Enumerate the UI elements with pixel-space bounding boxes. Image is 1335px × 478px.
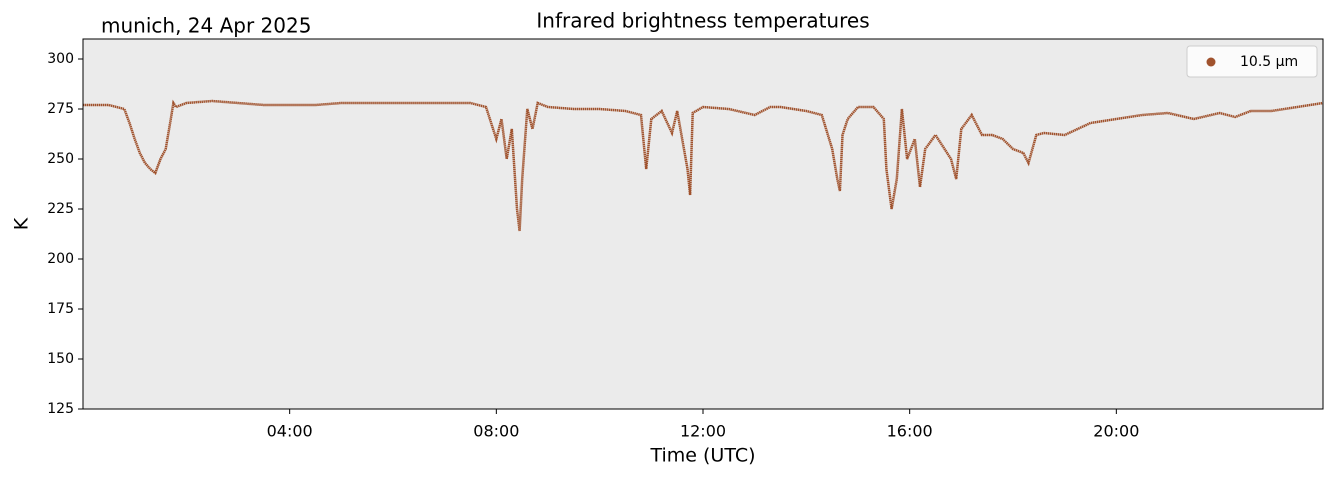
chart-subtitle: munich, 24 Apr 2025 <box>101 14 311 38</box>
legend-marker <box>1206 57 1216 67</box>
series-line <box>83 99 1324 232</box>
y-tick-label: 250 <box>47 151 74 167</box>
x-tick-label: 04:00 <box>267 422 313 441</box>
legend-box <box>1186 45 1318 78</box>
plot-frame <box>82 38 1324 410</box>
x-tick-label: 16:00 <box>887 422 933 441</box>
y-tick-label: 150 <box>47 351 74 367</box>
x-tick-label: 20:00 <box>1093 422 1139 441</box>
x-tick-label: 08:00 <box>473 422 519 441</box>
y-tick-label: 175 <box>47 301 74 317</box>
x-axis-label: Time (UTC) <box>649 445 755 467</box>
y-axis-label: K <box>11 217 33 230</box>
y-tick-label: 275 <box>47 101 74 117</box>
chart-title: Infrared brightness temperatures <box>536 9 869 33</box>
y-tick-label: 125 <box>47 401 74 417</box>
legend-label: 10.5 µm <box>1240 54 1298 70</box>
y-tick-label: 225 <box>47 201 74 217</box>
plot-background <box>83 39 1323 409</box>
y-tick-label: 200 <box>47 251 74 267</box>
y-tick-label: 300 <box>47 51 74 67</box>
x-tick-label: 12:00 <box>680 422 726 441</box>
